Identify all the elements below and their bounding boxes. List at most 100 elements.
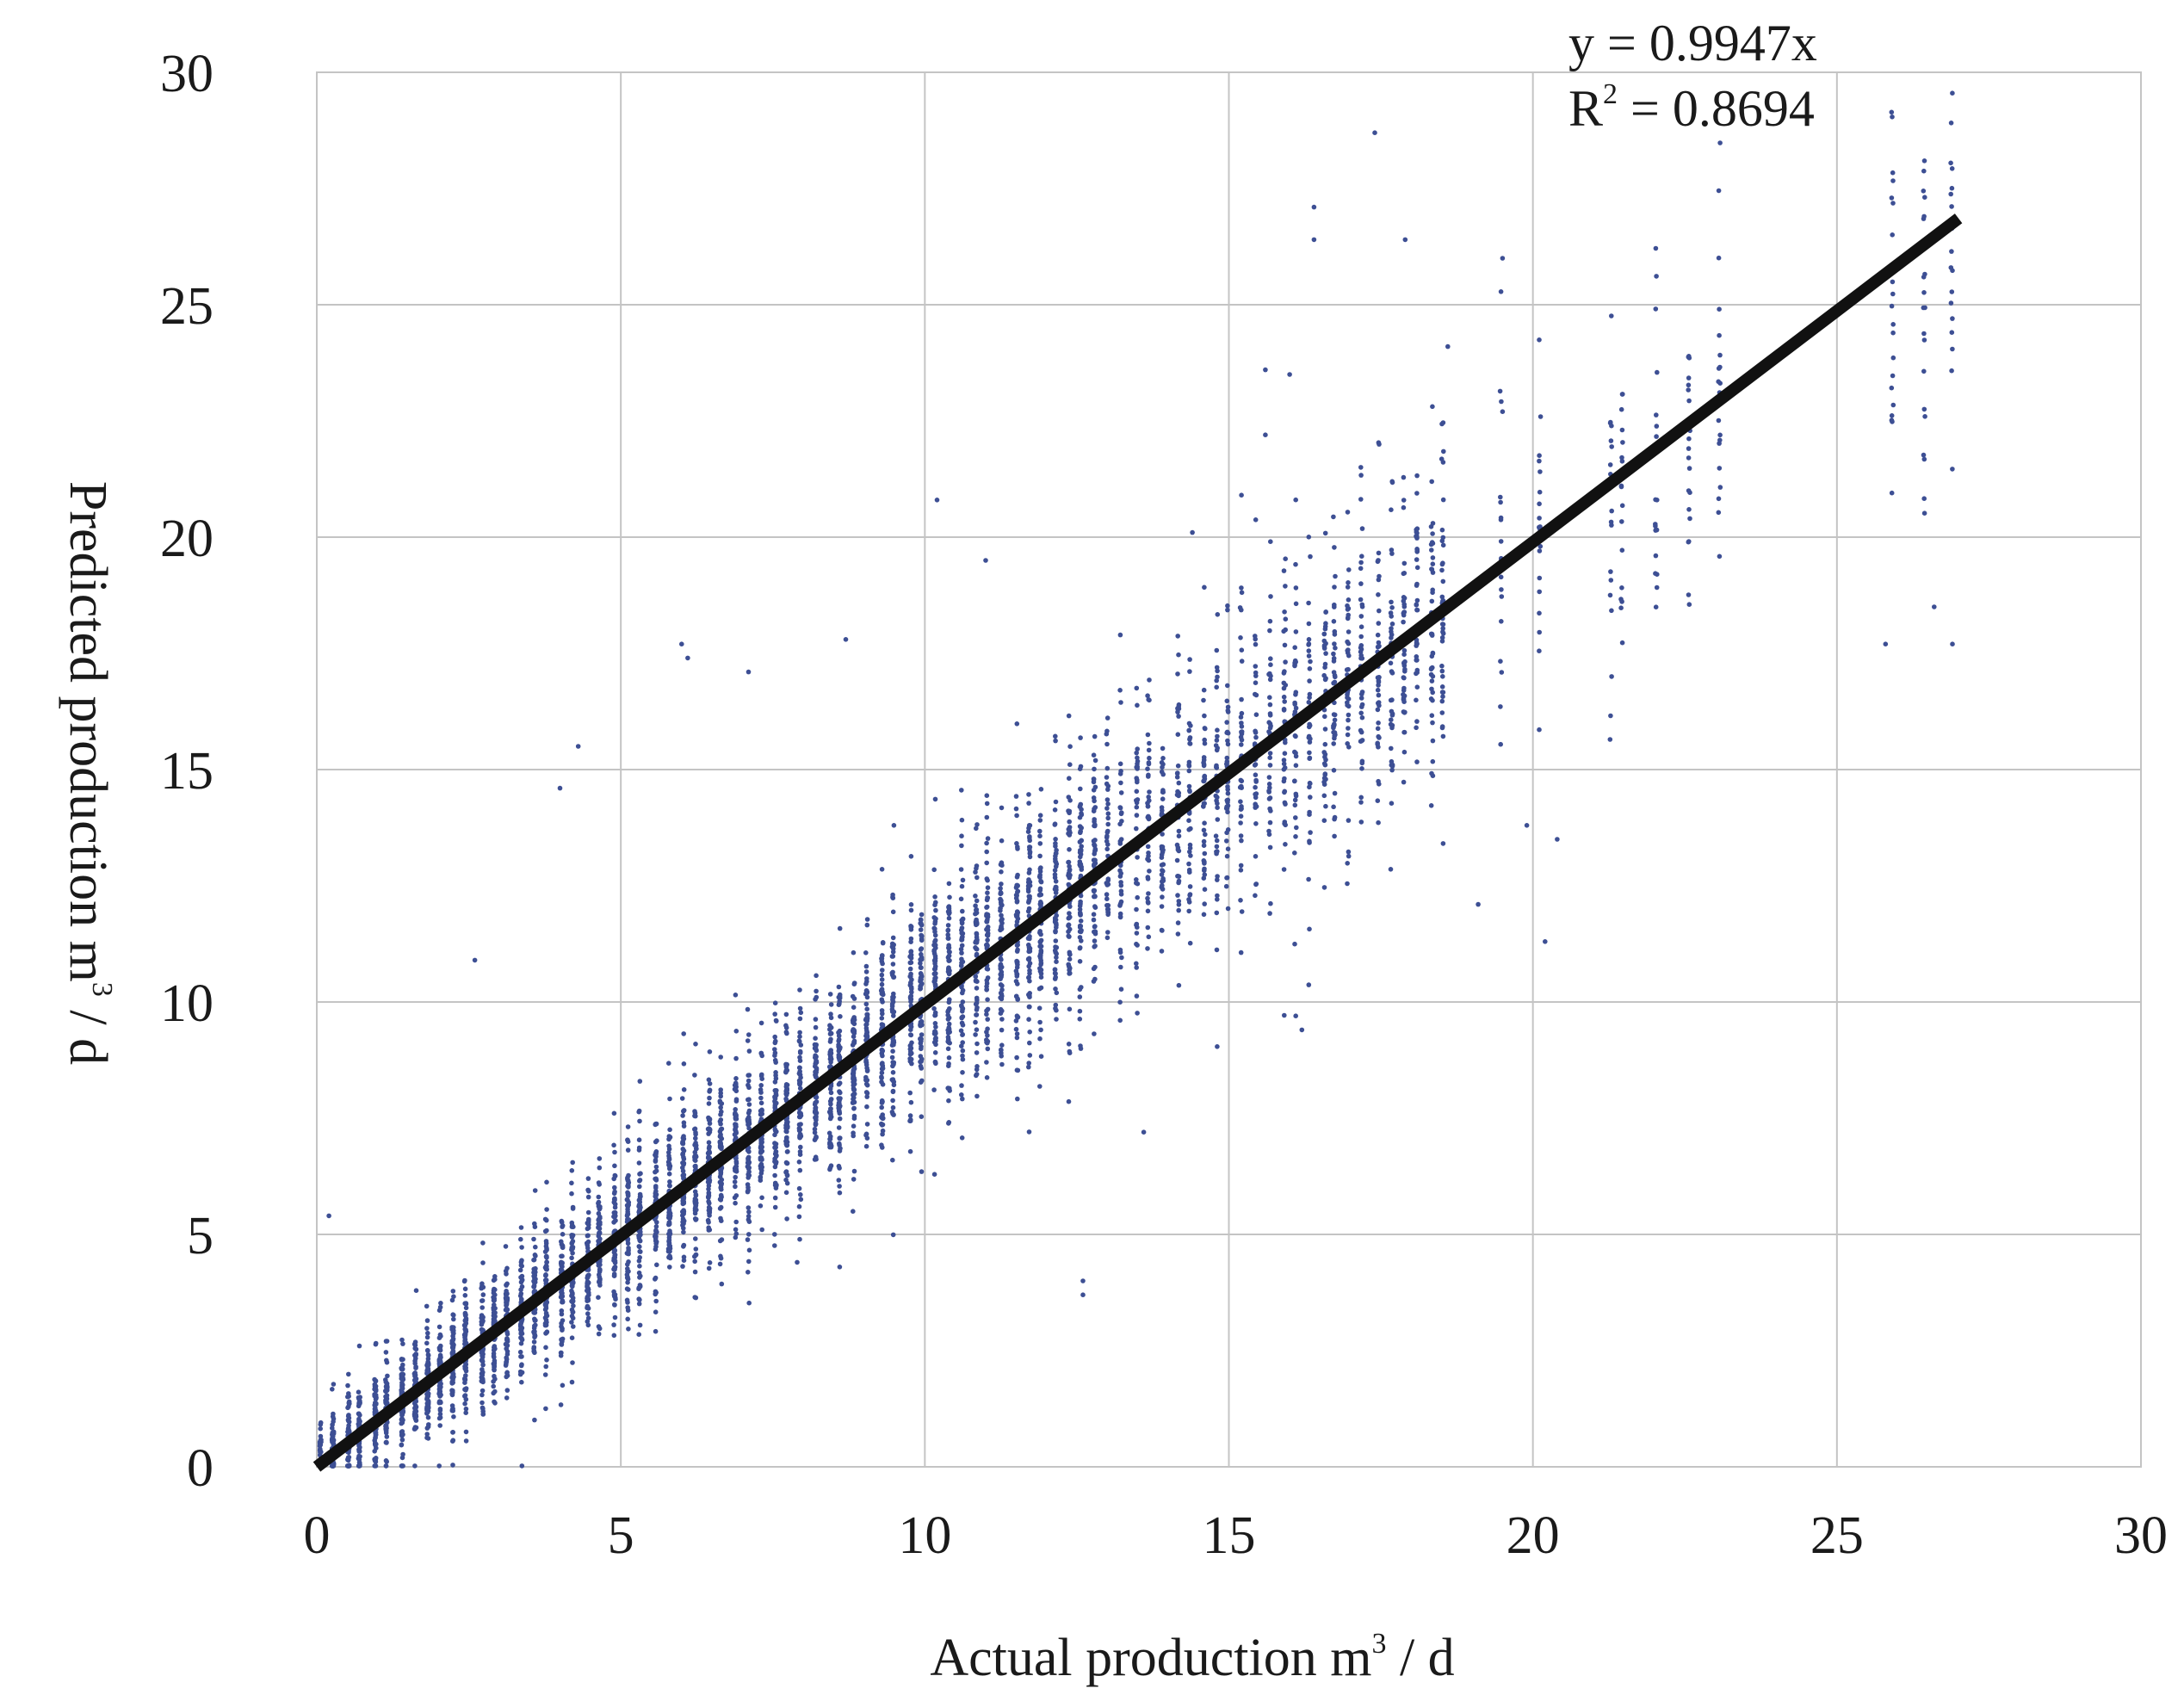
data-point [999, 972, 1005, 978]
data-point [732, 1086, 738, 1092]
data-point [531, 1330, 536, 1335]
data-point [462, 1376, 467, 1382]
data-point [1282, 1012, 1287, 1018]
data-point [1376, 721, 1381, 726]
data-point [425, 1363, 430, 1368]
data-point [1202, 866, 1207, 872]
data-point [1322, 714, 1327, 720]
data-point [796, 1203, 802, 1209]
data-point [945, 1008, 951, 1013]
data-point [436, 1463, 442, 1469]
data-point [960, 1023, 966, 1028]
data-point [890, 1070, 896, 1075]
data-point [1052, 872, 1058, 877]
data-point [461, 1322, 467, 1328]
data-point [330, 1387, 335, 1392]
data-point [331, 1382, 337, 1387]
data-point [864, 1104, 869, 1110]
data-point [1323, 609, 1328, 615]
data-point [836, 1033, 842, 1038]
data-point [864, 1006, 869, 1011]
data-point [880, 968, 885, 973]
data-point [1176, 780, 1182, 786]
data-point [746, 1125, 752, 1131]
data-point [1015, 962, 1020, 968]
data-point [1214, 677, 1219, 683]
data-point [798, 1010, 804, 1016]
data-point [680, 1141, 685, 1146]
data-point [1037, 833, 1043, 838]
data-point [797, 1079, 802, 1085]
data-point [570, 1239, 576, 1244]
data-point [532, 1224, 538, 1229]
data-point [1224, 875, 1230, 881]
data-point [813, 1017, 819, 1022]
data-point [1359, 702, 1365, 708]
data-point [850, 993, 856, 999]
data-point [345, 1405, 350, 1411]
data-point [1145, 875, 1151, 880]
data-point [946, 945, 952, 950]
data-point [706, 1146, 712, 1151]
data-point [1052, 976, 1058, 981]
data-point [1215, 805, 1220, 810]
data-point [1026, 898, 1032, 904]
data-point [1038, 961, 1044, 966]
data-point [425, 1391, 431, 1396]
data-point [424, 1318, 430, 1323]
data-point [908, 1027, 913, 1032]
data-point [758, 1150, 764, 1155]
data-point [585, 1322, 591, 1328]
data-point [1293, 791, 1299, 797]
data-point [1358, 597, 1364, 603]
data-point [451, 1327, 456, 1333]
data-point [797, 1149, 803, 1154]
data-point [399, 1388, 405, 1393]
data-point [330, 1434, 336, 1440]
data-point [746, 1175, 751, 1180]
data-point [984, 840, 989, 846]
data-point [596, 1331, 602, 1337]
data-point [1239, 737, 1245, 743]
data-point [1186, 867, 1192, 873]
data-point [706, 1101, 712, 1106]
data-point [931, 1005, 937, 1011]
data-point [880, 953, 885, 958]
data-point [504, 1370, 510, 1376]
data-point [1092, 938, 1098, 943]
data-point [814, 1066, 820, 1071]
data-point [462, 1277, 467, 1283]
data-point [1201, 687, 1207, 693]
data-point [653, 1244, 659, 1249]
data-point [1013, 1018, 1019, 1024]
data-point [1066, 933, 1071, 939]
data-point [1091, 808, 1097, 813]
data-point [1346, 647, 1351, 652]
data-point [451, 1294, 456, 1299]
data-point [1014, 721, 1020, 727]
data-point [985, 836, 991, 841]
data-point [828, 1055, 833, 1061]
data-point [1345, 881, 1350, 887]
data-point [879, 1008, 885, 1013]
data-point [797, 1034, 802, 1039]
data-point [1359, 604, 1365, 609]
data-point [681, 1031, 686, 1036]
data-point [1078, 929, 1084, 935]
data-point [1187, 893, 1192, 898]
data-point [1332, 717, 1338, 723]
data-point [773, 1076, 779, 1081]
data-point [891, 1040, 897, 1045]
data-point [544, 1247, 549, 1252]
data-point [984, 1030, 989, 1035]
data-point [1283, 616, 1289, 622]
data-point [692, 1110, 698, 1116]
data-point [463, 1438, 469, 1444]
data-point [1322, 741, 1328, 747]
data-point [1238, 635, 1243, 640]
data-point [1026, 826, 1031, 831]
data-point [531, 1345, 537, 1350]
data-point [518, 1327, 523, 1333]
data-point [399, 1417, 405, 1422]
data-point [1067, 1006, 1073, 1012]
